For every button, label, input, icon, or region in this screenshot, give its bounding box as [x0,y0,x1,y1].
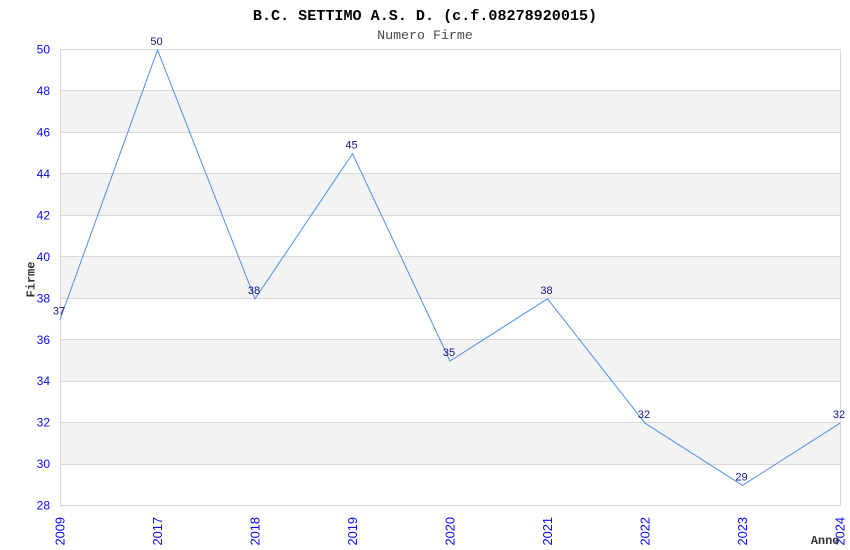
svg-text:48: 48 [37,84,51,98]
svg-text:35: 35 [443,347,455,359]
svg-text:32: 32 [638,409,650,421]
svg-text:28: 28 [37,499,51,513]
svg-text:46: 46 [37,126,51,140]
svg-text:B.C. SETTIMO A.S. D. (c.f.0827: B.C. SETTIMO A.S. D. (c.f.08278920015) [253,7,597,25]
svg-text:42: 42 [37,208,51,222]
svg-text:50: 50 [150,36,162,48]
svg-text:37: 37 [53,306,65,318]
svg-text:2009: 2009 [53,517,68,545]
svg-text:2021: 2021 [540,517,555,545]
svg-text:29: 29 [735,471,747,483]
svg-text:2022: 2022 [638,517,653,545]
svg-text:44: 44 [37,167,51,181]
svg-text:2017: 2017 [150,517,165,545]
svg-text:45: 45 [345,140,357,152]
svg-text:2019: 2019 [345,517,360,545]
svg-text:Anno: Anno [811,534,840,548]
svg-text:32: 32 [833,409,845,421]
svg-text:2020: 2020 [443,517,458,545]
svg-text:30: 30 [37,457,51,471]
svg-text:40: 40 [37,250,51,264]
svg-text:38: 38 [37,291,51,305]
svg-text:34: 34 [37,374,51,388]
svg-text:2024: 2024 [833,517,848,545]
svg-text:2023: 2023 [735,517,750,545]
svg-text:32: 32 [37,416,51,430]
svg-text:38: 38 [248,285,260,297]
svg-text:Firme: Firme [25,261,39,297]
svg-text:50: 50 [37,43,51,57]
svg-text:36: 36 [37,333,51,347]
svg-text:2018: 2018 [248,517,263,545]
svg-text:Numero Firme: Numero Firme [377,28,473,43]
svg-text:38: 38 [540,285,552,297]
